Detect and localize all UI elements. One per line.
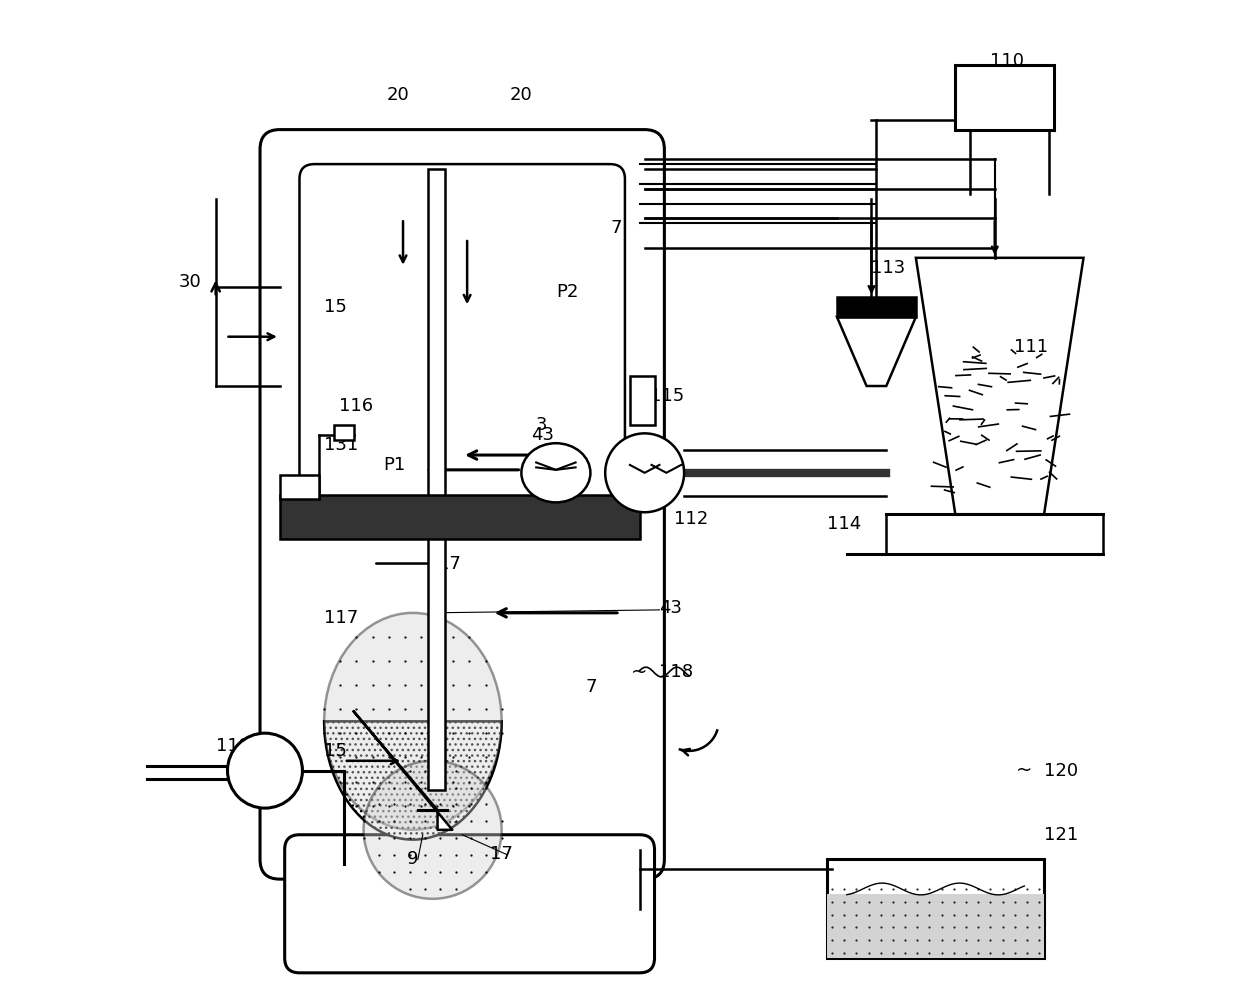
Bar (630, 376, 655, 425)
Text: P1: P1 (383, 456, 405, 474)
Text: 112: 112 (675, 510, 708, 528)
Text: 7: 7 (610, 220, 621, 237)
Text: 15: 15 (324, 298, 347, 316)
Circle shape (605, 433, 684, 512)
Text: 116: 116 (339, 397, 373, 414)
Text: 118: 118 (660, 663, 693, 681)
FancyBboxPatch shape (300, 164, 625, 509)
Text: ~: ~ (631, 663, 647, 681)
Polygon shape (837, 298, 916, 317)
Text: 131: 131 (324, 436, 358, 454)
Text: 9: 9 (407, 851, 419, 868)
Text: 3: 3 (536, 416, 548, 434)
Text: 113: 113 (872, 259, 905, 277)
Polygon shape (324, 721, 502, 840)
Bar (827, 859, 1044, 958)
Text: 110: 110 (990, 51, 1024, 69)
Polygon shape (353, 711, 453, 830)
Text: 21: 21 (551, 456, 574, 474)
Text: 20: 20 (387, 86, 409, 104)
Bar (334, 425, 353, 440)
Bar (428, 169, 445, 790)
Text: M: M (650, 476, 665, 494)
Text: ~: ~ (1016, 762, 1032, 780)
Text: 17: 17 (438, 555, 460, 573)
Text: 114: 114 (827, 515, 862, 533)
Bar (280, 475, 319, 499)
Text: 121: 121 (1044, 826, 1079, 844)
Text: 7: 7 (585, 677, 596, 696)
Bar (827, 894, 1044, 958)
Text: 15: 15 (324, 742, 347, 760)
FancyBboxPatch shape (285, 835, 655, 973)
Text: 120: 120 (1044, 762, 1079, 779)
Text: 115: 115 (650, 387, 683, 405)
Text: 20: 20 (510, 86, 533, 104)
Bar (955, 65, 1054, 130)
Text: 117: 117 (324, 609, 358, 627)
FancyBboxPatch shape (260, 130, 665, 879)
Text: 43: 43 (531, 426, 554, 444)
Text: 43: 43 (660, 599, 682, 617)
Polygon shape (916, 258, 1084, 514)
Ellipse shape (324, 613, 502, 830)
Text: 17: 17 (490, 846, 513, 863)
Bar (280, 494, 640, 539)
Ellipse shape (521, 443, 590, 502)
Text: 119: 119 (216, 737, 250, 755)
Text: P2: P2 (556, 283, 578, 302)
Text: 111: 111 (1014, 337, 1049, 356)
Polygon shape (837, 317, 916, 386)
Circle shape (227, 733, 303, 808)
Ellipse shape (363, 761, 502, 899)
Text: 41: 41 (324, 505, 347, 523)
Text: 30: 30 (179, 274, 202, 292)
